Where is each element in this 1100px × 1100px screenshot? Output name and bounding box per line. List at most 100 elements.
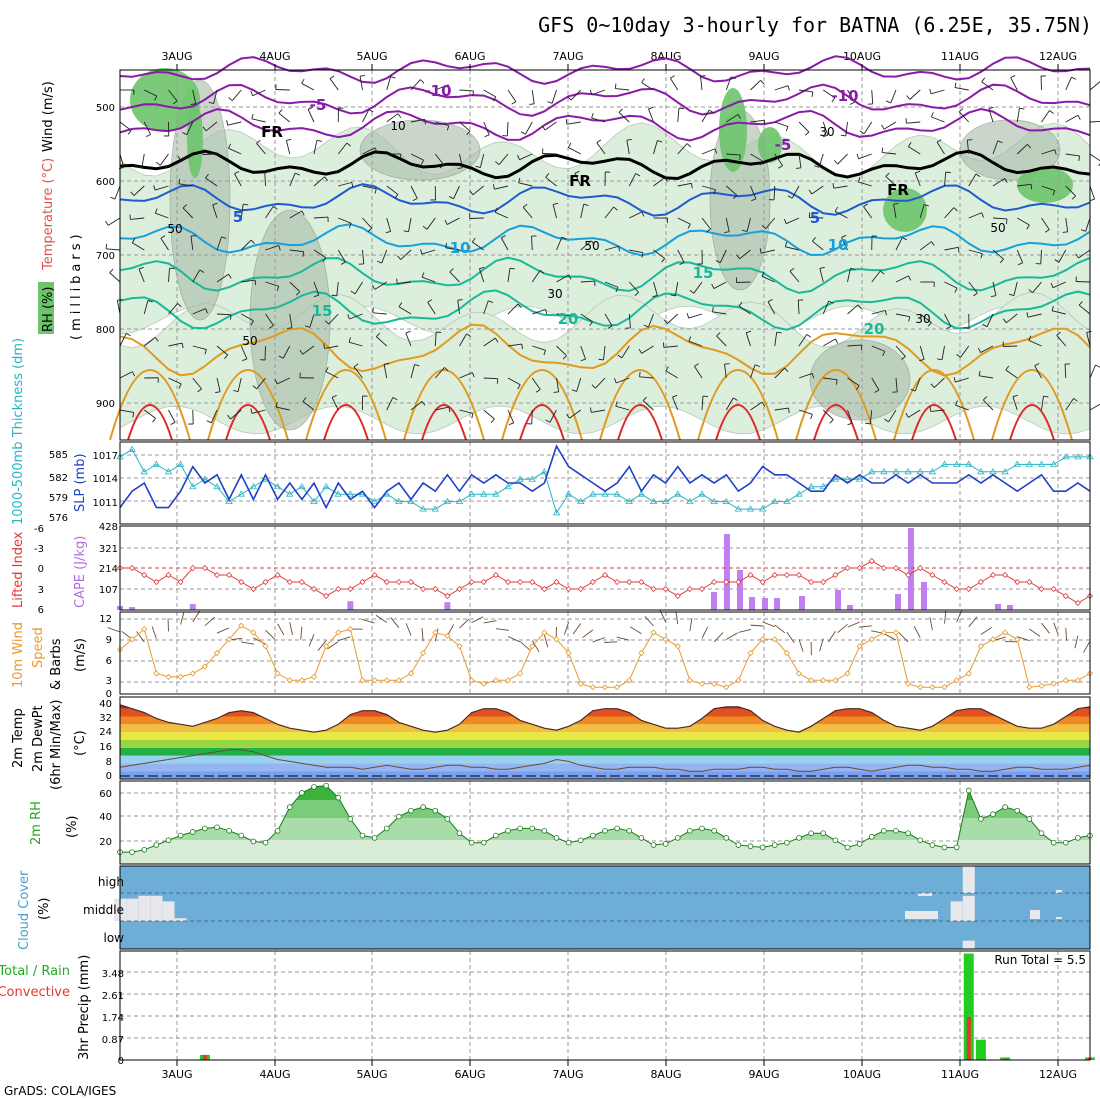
thickness-point [722, 497, 730, 505]
wind-barb-feather [522, 203, 528, 208]
wind-barb-feather [1012, 394, 1018, 398]
wind-barb-feather [1071, 76, 1077, 80]
wind-barb-feather [105, 243, 108, 249]
wind-barb [1041, 110, 1050, 123]
wind-barb-feather [329, 75, 335, 80]
wind-barb-feather [708, 109, 714, 114]
wind10-barb [604, 641, 618, 643]
wind-barb-feather [923, 204, 930, 207]
wind-barb [362, 185, 377, 190]
wind-barb-feather [957, 247, 960, 253]
isotherm-line [119, 183, 1091, 217]
wind-barb-feather [711, 283, 715, 289]
thickness-point [952, 460, 961, 467]
rh2m-panel-frame [119, 780, 1091, 865]
wind-barb-feather [1050, 282, 1054, 288]
wind-barb [774, 121, 789, 127]
wind-barb [494, 185, 509, 190]
wind-barb-feather [372, 307, 374, 313]
wind-barb-feather [1077, 115, 1081, 120]
wind-barb [713, 281, 727, 289]
wind-barb-feather [885, 100, 891, 104]
wind-barb-feather [901, 356, 906, 360]
wind-barb-feather [154, 95, 158, 101]
precip-total-bar [975, 1039, 986, 1060]
wind-barb [930, 89, 945, 95]
wind-barb [966, 140, 970, 155]
wind-barb [483, 300, 489, 315]
wind-barb-feather [278, 355, 284, 359]
wind10-barb [884, 633, 897, 641]
cloud-low-block [962, 940, 975, 949]
lifted-index-point [626, 578, 633, 586]
wind-barb-feather [156, 161, 161, 166]
rh2m-units-label: (%) [65, 816, 80, 839]
wind-barb [552, 204, 557, 219]
wind-barb-feather [204, 349, 207, 355]
wind-barb [621, 345, 630, 359]
wind-barb-feather [857, 304, 862, 309]
wind-barb [785, 246, 800, 251]
wind-barb [819, 268, 824, 283]
thickness-point [467, 490, 476, 497]
wind10-barb [136, 631, 145, 643]
wind-barb-feather [614, 83, 617, 89]
wind-barb-feather [670, 294, 676, 297]
temp-tick: 16 [99, 742, 112, 753]
lifted-index-point [286, 578, 293, 586]
wind-barb [570, 89, 582, 101]
cloud-middle-block [905, 911, 938, 919]
thickness-tick: 579 [49, 493, 68, 504]
wind-barb [397, 281, 412, 284]
wind-barb [282, 345, 291, 359]
isotherm-arch [323, 404, 369, 441]
wind-barb-feather [617, 354, 623, 359]
wind-barb-feather [831, 97, 836, 103]
wind-barb-feather [958, 108, 964, 113]
wind-barb [774, 407, 789, 411]
wind-barb-feather [641, 252, 644, 258]
wind-barb [278, 112, 291, 123]
cloud-axis-label: Cloud Cover [17, 870, 32, 950]
wind-barb-feather [227, 414, 231, 420]
wind-barb [525, 121, 533, 135]
wind-barb [251, 409, 266, 414]
wind-barb-feather [1026, 224, 1030, 230]
wind-barb [979, 375, 994, 379]
thickness-point [189, 482, 197, 490]
wind-barb-feather [795, 167, 801, 169]
contour-label: 10 [390, 119, 405, 133]
temp2m-line [119, 704, 1091, 733]
contour-label: 20 [864, 320, 885, 338]
lifted-index-point [456, 585, 463, 593]
wind-barb [798, 89, 813, 93]
wind10-barb [1029, 628, 1041, 637]
wind-barb-feather [945, 171, 951, 174]
temp-tick: 8 [106, 757, 112, 768]
cloud-low-tick: low [104, 931, 125, 945]
wind10-barb [644, 616, 654, 627]
wind-barb-feather [841, 234, 847, 238]
rh2m-point [141, 846, 148, 853]
wind-barb [459, 372, 473, 379]
cape-axis-label: CAPE (J/kg) [73, 536, 88, 608]
wind10-point [601, 684, 609, 691]
wind-barb-feather [278, 109, 283, 114]
wind-barb-feather [804, 131, 810, 136]
wind-barb-feather [885, 172, 890, 177]
temp2m-labels: 40 32 24 16 8 0 2m Temp 2m DewPt (6hr Mi… [11, 699, 112, 790]
wind-barb-feather [469, 190, 474, 196]
wind-barb-feather [221, 236, 227, 239]
wind-barb [519, 153, 533, 161]
wind-barb-feather [448, 196, 454, 200]
wind-barb [556, 377, 560, 392]
lifted-index-point [783, 571, 790, 579]
wind-barb-feather [859, 130, 865, 135]
rh2m-point [893, 827, 899, 834]
wind-barb [180, 153, 193, 161]
upper-air-frame [119, 69, 1091, 441]
rh-saturated-region [719, 88, 747, 172]
wind10-barb [837, 623, 848, 634]
wind-barb-feather [1004, 178, 1008, 183]
thickness-point [577, 497, 585, 505]
